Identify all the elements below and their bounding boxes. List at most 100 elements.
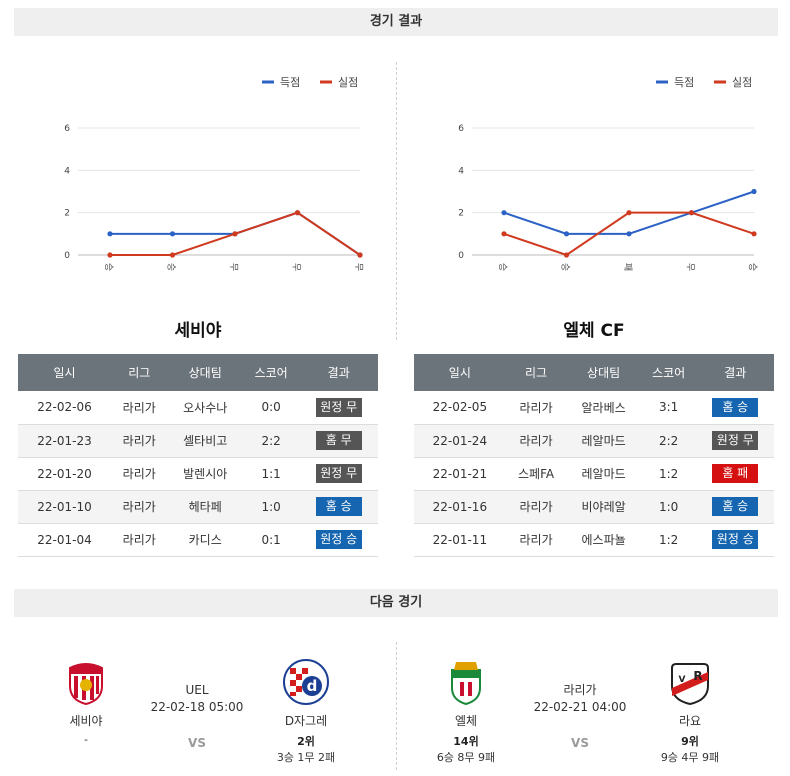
result-badge: 홈 승	[712, 397, 759, 417]
results-section-title: 경기 결과	[14, 8, 778, 36]
charts-divider	[396, 62, 397, 340]
data-point-scored	[751, 188, 757, 195]
date-cell: 22-01-11	[414, 523, 506, 557]
x-tick-label: 무	[291, 263, 302, 271]
result-cell: 원정 무	[696, 424, 774, 458]
opponent-cell: 오사수나	[167, 391, 243, 425]
date-cell: 22-01-16	[414, 490, 506, 524]
chart-legend: 득점 실점	[262, 76, 358, 89]
table-row: 22-01-21 스페FA 레알마드 1:2 홈 패	[414, 457, 774, 491]
y-tick-label: 0	[64, 251, 70, 261]
result-cell: 원정 무	[299, 391, 378, 425]
col-league: 리그	[505, 354, 567, 391]
data-point-scored	[501, 210, 507, 216]
result-badge: 원정 무	[315, 397, 362, 417]
y-tick-label: 4	[64, 166, 70, 176]
match-league: UEL	[185, 683, 209, 697]
table-row: 22-01-10 라리가 헤타페 1:0 홈 승	[18, 490, 378, 524]
league-cell: 라리가	[110, 490, 168, 524]
away-team-name: 라요	[678, 714, 702, 728]
data-point-conceded	[626, 210, 632, 216]
opponent-cell: 카디스	[167, 523, 243, 557]
col-result: 결과	[299, 354, 378, 391]
opponent-cell: 헤타페	[167, 490, 243, 524]
svg-text:d: d	[307, 677, 318, 695]
away-team-record: 9승 4무 9패	[660, 751, 720, 764]
league-cell: 라리가	[505, 424, 567, 458]
opponent-cell: 알라베스	[566, 391, 641, 425]
league-cell: 라리가	[110, 523, 168, 557]
table-row: 22-01-11 라리가 에스파뇰 1:2 원정 승	[414, 523, 774, 557]
home-team-record: -	[84, 733, 88, 746]
table-row: 22-01-16 라리가 비야레알 1:0 홈 승	[414, 490, 774, 524]
next-match-section-title: 다음 경기	[14, 589, 778, 617]
opponent-cell: 셀타비고	[167, 424, 243, 458]
result-cell: 홈 패	[696, 457, 774, 491]
league-cell: 라리가	[505, 391, 567, 425]
away-team-rank: 9위	[681, 735, 699, 748]
elche-crest-icon	[451, 662, 481, 706]
opponent-cell: 레알마드	[566, 424, 641, 458]
col-score: 스코어	[640, 354, 697, 391]
col-score: 스코어	[242, 354, 300, 391]
home-team-rank: 14위	[453, 735, 479, 748]
svg-text:R: R	[693, 669, 702, 683]
next-match-left: 세비야 - UEL 22-02-18 05:00 VS d D자그레 2위 3승…	[14, 650, 394, 770]
table-row: 22-01-04 라리가 카디스 0:1 원정 승	[18, 523, 378, 557]
away-team[interactable]: d D자그레 2위 3승 1무 2패	[256, 658, 356, 765]
result-cell: 원정 승	[696, 523, 774, 557]
table-row: 22-01-20 라리가 발렌시아 1:1 원정 무	[18, 457, 378, 491]
away-team[interactable]: R V 라요 9위 9승 4무 9패	[640, 658, 740, 765]
score-cell: 3:1	[640, 391, 697, 425]
sevilla-crest-icon	[69, 663, 103, 706]
result-cell: 홈 승	[696, 490, 774, 524]
opponent-cell: 발렌시아	[167, 457, 243, 491]
league-cell: 라리가	[110, 391, 168, 425]
rayo-vallecano-crest-icon: R V	[671, 663, 709, 706]
date-cell: 22-02-06	[18, 391, 111, 425]
home-team[interactable]: 세비야 -	[36, 658, 136, 746]
score-cell: 1:2	[640, 457, 697, 491]
table-row: 22-02-06 라리가 오사수나 0:0 원정 무	[18, 391, 378, 425]
match-league: 라리가	[563, 683, 597, 697]
away-team-name: D자그레	[284, 714, 328, 728]
x-tick-label: 무	[685, 263, 696, 271]
col-result: 결과	[696, 354, 774, 391]
x-tick-label: 승	[103, 263, 114, 271]
league-cell: 라리가	[110, 457, 168, 491]
home-team[interactable]: 엘체 14위 6승 8무 9패	[416, 658, 516, 765]
table-row: 22-02-05 라리가 알라베스 3:1 홈 승	[414, 391, 774, 425]
date-cell: 22-01-23	[18, 424, 111, 458]
chart-legend: 득점 실점	[656, 76, 752, 89]
data-point-scored	[107, 231, 113, 237]
data-point-scored	[169, 231, 176, 237]
left-team-title: 세비야	[174, 321, 222, 341]
data-point-conceded	[232, 231, 238, 237]
score-cell: 1:0	[640, 490, 697, 524]
score-cell: 2:2	[242, 424, 300, 458]
away-team-rank: 2위	[297, 735, 315, 748]
data-point-conceded	[501, 231, 507, 237]
match-info: UEL 22-02-18 05:00 VS	[142, 682, 252, 750]
match-info: 라리가 22-02-21 04:00 VS	[525, 682, 635, 750]
score-cell: 2:2	[640, 424, 697, 458]
y-tick-label: 6	[458, 124, 464, 134]
x-tick-label: 승	[747, 263, 758, 271]
result-badge: 원정 무	[315, 464, 362, 483]
result-badge: 홈 승	[712, 497, 759, 516]
table-header-row: 일시 리그 상대팀 스코어 결과	[414, 354, 774, 391]
svg-text:V: V	[679, 675, 686, 685]
home-team-name: 세비야	[69, 714, 103, 728]
table-row: 22-01-24 라리가 레알마드 2:2 원정 무	[414, 424, 774, 458]
y-tick-label: 2	[64, 209, 70, 219]
y-tick-label: 4	[458, 166, 464, 176]
col-league: 리그	[110, 354, 168, 391]
home-team-record: 6승 8무 9패	[436, 751, 496, 764]
date-cell: 22-01-10	[18, 490, 111, 524]
league-cell: 라리가	[505, 523, 567, 557]
left-form-chart: 득점 실점 0 2 4 6 승 승 무 무 무	[64, 76, 364, 271]
data-point-conceded	[107, 252, 113, 258]
y-tick-label: 6	[64, 124, 70, 134]
next-divider	[396, 642, 397, 770]
